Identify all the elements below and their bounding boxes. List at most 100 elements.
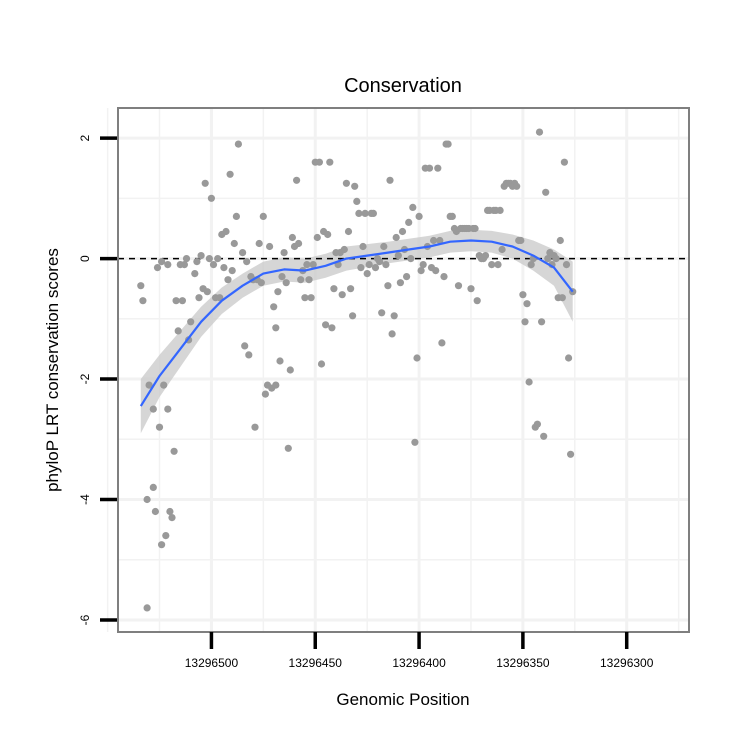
x-tick-label: 13296300: [600, 656, 654, 670]
data-point: [454, 282, 463, 290]
data-point: [527, 261, 535, 269]
data-point: [158, 541, 166, 549]
data-point: [137, 282, 145, 290]
data-point: [353, 197, 361, 205]
data-point: [239, 249, 247, 257]
data-point: [315, 158, 323, 166]
data-point: [556, 236, 564, 245]
data-point: [419, 261, 427, 269]
data-point: [363, 270, 371, 278]
data-point: [153, 264, 162, 272]
data-point: [230, 239, 238, 248]
data-point: [309, 261, 317, 269]
data-point: [207, 194, 215, 202]
data-point: [355, 209, 363, 217]
data-point: [193, 258, 201, 266]
data-point: [164, 261, 172, 269]
data-point: [407, 255, 415, 263]
data-point: [317, 360, 326, 368]
data-point: [361, 209, 369, 217]
data-point: [278, 273, 286, 281]
data-point: [344, 227, 353, 236]
plot-frame: [117, 107, 690, 633]
data-point: [259, 212, 267, 220]
data-point: [347, 285, 355, 293]
data-point: [436, 236, 444, 245]
smooth-curve: [139, 239, 574, 407]
data-point: [220, 264, 228, 272]
data-point: [473, 297, 481, 305]
data-point: [562, 261, 571, 269]
data-point: [145, 381, 153, 389]
data-point: [378, 309, 386, 317]
data-point: [324, 230, 332, 239]
data-point: [286, 366, 294, 374]
data-point: [380, 242, 388, 251]
data-point: [405, 218, 413, 226]
data-point: [164, 405, 172, 413]
data-point: [187, 318, 195, 326]
confidence-band-area: [140, 229, 573, 434]
data-point: [297, 276, 305, 284]
data-point: [448, 212, 456, 220]
data-point: [139, 297, 147, 305]
data-point: [467, 285, 475, 293]
data-point: [224, 276, 232, 284]
data-point: [174, 327, 182, 335]
data-point: [266, 242, 274, 251]
data-point: [523, 300, 531, 308]
data-point: [305, 276, 313, 284]
data-point: [228, 267, 236, 275]
smooth-line: [139, 239, 574, 407]
data-point: [388, 330, 396, 338]
data-point: [371, 264, 380, 272]
data-point: [232, 212, 240, 220]
data-point: [149, 405, 157, 413]
data-point: [533, 420, 542, 428]
data-point: [243, 258, 251, 266]
data-point: [261, 390, 269, 398]
data-point: [288, 233, 296, 242]
data-point: [338, 291, 346, 299]
data-point: [440, 273, 448, 281]
data-point: [180, 261, 188, 269]
data-point: [496, 206, 504, 214]
data-point: [357, 264, 365, 272]
data-point: [149, 483, 157, 491]
data-point: [544, 255, 552, 263]
data-point: [307, 294, 315, 302]
data-point: [438, 339, 446, 347]
data-point: [172, 297, 180, 305]
data-point: [245, 351, 253, 359]
data-point: [394, 252, 402, 260]
data-point: [301, 294, 309, 302]
data-point: [158, 258, 166, 266]
data-point: [162, 532, 170, 540]
data-point: [303, 261, 311, 269]
data-point: [284, 444, 292, 452]
data-point: [413, 354, 421, 362]
data-point: [409, 203, 417, 211]
data-point: [425, 164, 434, 172]
data-point: [392, 233, 400, 242]
data-point: [274, 288, 282, 296]
data-point: [313, 233, 321, 242]
data-point: [521, 318, 529, 326]
data-point: [182, 255, 191, 263]
data-point: [552, 255, 560, 263]
data-point: [222, 227, 230, 236]
data-point: [203, 288, 211, 296]
data-point: [257, 279, 265, 287]
data-point: [155, 423, 164, 431]
data-point: [191, 270, 199, 278]
data-point: [525, 378, 533, 386]
data-point: [226, 170, 234, 178]
data-point: [411, 438, 419, 446]
data-point: [351, 182, 359, 190]
data-point: [330, 285, 338, 293]
y-tick-label: 0: [78, 255, 92, 262]
data-point: [513, 182, 521, 190]
data-point: [494, 261, 502, 269]
data-point: [241, 342, 249, 350]
